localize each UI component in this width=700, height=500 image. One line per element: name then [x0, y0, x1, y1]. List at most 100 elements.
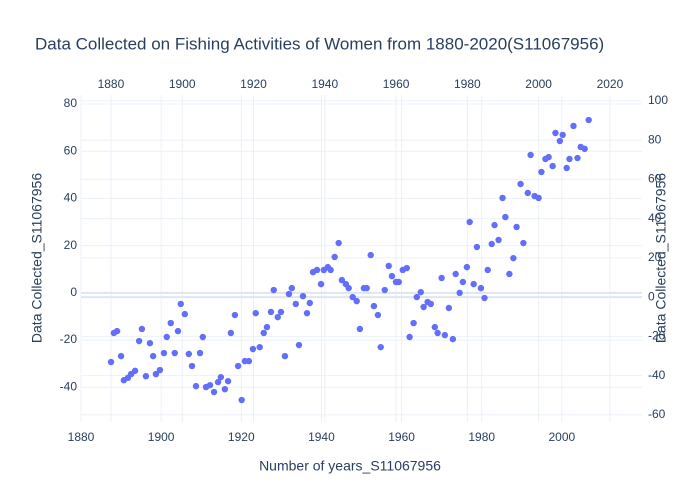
data-point	[274, 313, 281, 321]
data-point	[217, 373, 225, 381]
data-point	[449, 335, 457, 343]
data-point	[502, 213, 509, 221]
x2-tick-label: 1960	[383, 77, 410, 91]
data-point	[285, 290, 293, 298]
data-point	[196, 349, 204, 357]
data-point	[152, 370, 160, 378]
data-point	[488, 240, 495, 248]
data-point	[338, 276, 346, 284]
data-point	[527, 151, 534, 159]
data-point	[131, 367, 139, 374]
data-point	[292, 300, 299, 308]
data-point	[263, 323, 271, 331]
data-point	[385, 262, 392, 270]
x2-tick-label: 2020	[597, 77, 624, 91]
data-point	[288, 284, 295, 292]
data-point	[363, 284, 370, 292]
data-point	[559, 131, 566, 139]
data-point	[260, 329, 267, 337]
data-point	[167, 319, 174, 327]
data-point	[231, 311, 239, 319]
data-point	[470, 280, 477, 288]
data-point	[566, 155, 573, 163]
data-point	[477, 284, 485, 292]
data-point	[171, 349, 178, 357]
data-point	[174, 327, 182, 335]
x-tick-label: 1900	[148, 430, 175, 444]
data-point	[377, 343, 384, 351]
data-point	[117, 352, 125, 360]
data-point	[177, 300, 184, 308]
data-point	[406, 333, 413, 341]
data-point	[466, 218, 473, 226]
data-point	[303, 309, 311, 317]
data-point	[535, 194, 542, 202]
data-point	[388, 272, 396, 280]
data-point	[142, 372, 150, 380]
data-point	[317, 280, 325, 288]
data-point	[252, 309, 259, 317]
data-point	[370, 302, 378, 310]
x-tick-label: 2000	[549, 430, 576, 444]
data-point	[107, 358, 115, 366]
data-point	[520, 239, 527, 247]
y2-tick-label: 0	[648, 289, 655, 303]
x2-tick-label: 2000	[525, 77, 552, 91]
y-tick-label: 40	[64, 191, 78, 205]
x-tick-label: 1920	[228, 430, 255, 444]
data-point	[238, 396, 245, 404]
data-point	[149, 352, 157, 360]
data-point	[427, 300, 435, 308]
data-point	[277, 308, 285, 316]
data-point	[524, 189, 531, 197]
data-point	[585, 116, 592, 124]
data-point	[192, 382, 200, 390]
data-point	[374, 311, 382, 319]
data-point	[367, 251, 374, 259]
data-point	[199, 333, 207, 341]
data-point	[381, 286, 388, 294]
data-point	[349, 293, 356, 301]
data-point	[353, 297, 360, 305]
data-point	[113, 327, 121, 335]
data-point	[431, 323, 439, 331]
y2-tick-label: 80	[648, 132, 662, 146]
data-point	[491, 221, 498, 229]
data-point	[345, 284, 352, 292]
data-point	[395, 278, 402, 286]
data-point	[256, 343, 263, 351]
data-point	[356, 325, 364, 333]
x2-tick-label: 1940	[311, 77, 338, 91]
data-point	[574, 154, 581, 162]
y2-tick-label: 60	[648, 172, 662, 186]
data-point	[181, 310, 188, 318]
data-point	[234, 362, 242, 370]
data-point	[463, 263, 471, 271]
data-point	[163, 333, 170, 341]
y2-tick-label: 20	[648, 250, 662, 264]
data-point	[146, 339, 154, 347]
x-tick-label: 1980	[468, 430, 495, 444]
y-axis-label: Data Collected_S11067956	[29, 173, 45, 343]
y2-tick-label: -60	[648, 407, 666, 421]
data-point	[563, 164, 570, 172]
x-tick-label: 1960	[388, 430, 415, 444]
data-point	[441, 331, 449, 339]
data-point	[410, 319, 417, 327]
data-point	[499, 194, 506, 202]
data-point	[445, 304, 453, 312]
data-point	[227, 329, 235, 337]
data-point	[224, 377, 232, 385]
data-point	[495, 236, 502, 244]
data-point	[556, 137, 564, 145]
data-point	[206, 381, 214, 389]
data-point	[188, 362, 196, 370]
y-tick-label: 60	[64, 143, 78, 157]
data-point	[434, 329, 441, 337]
data-point	[327, 266, 334, 274]
data-point	[270, 286, 277, 294]
x2-tick-label: 1880	[98, 77, 125, 91]
data-point	[413, 293, 420, 301]
data-point	[281, 352, 289, 360]
